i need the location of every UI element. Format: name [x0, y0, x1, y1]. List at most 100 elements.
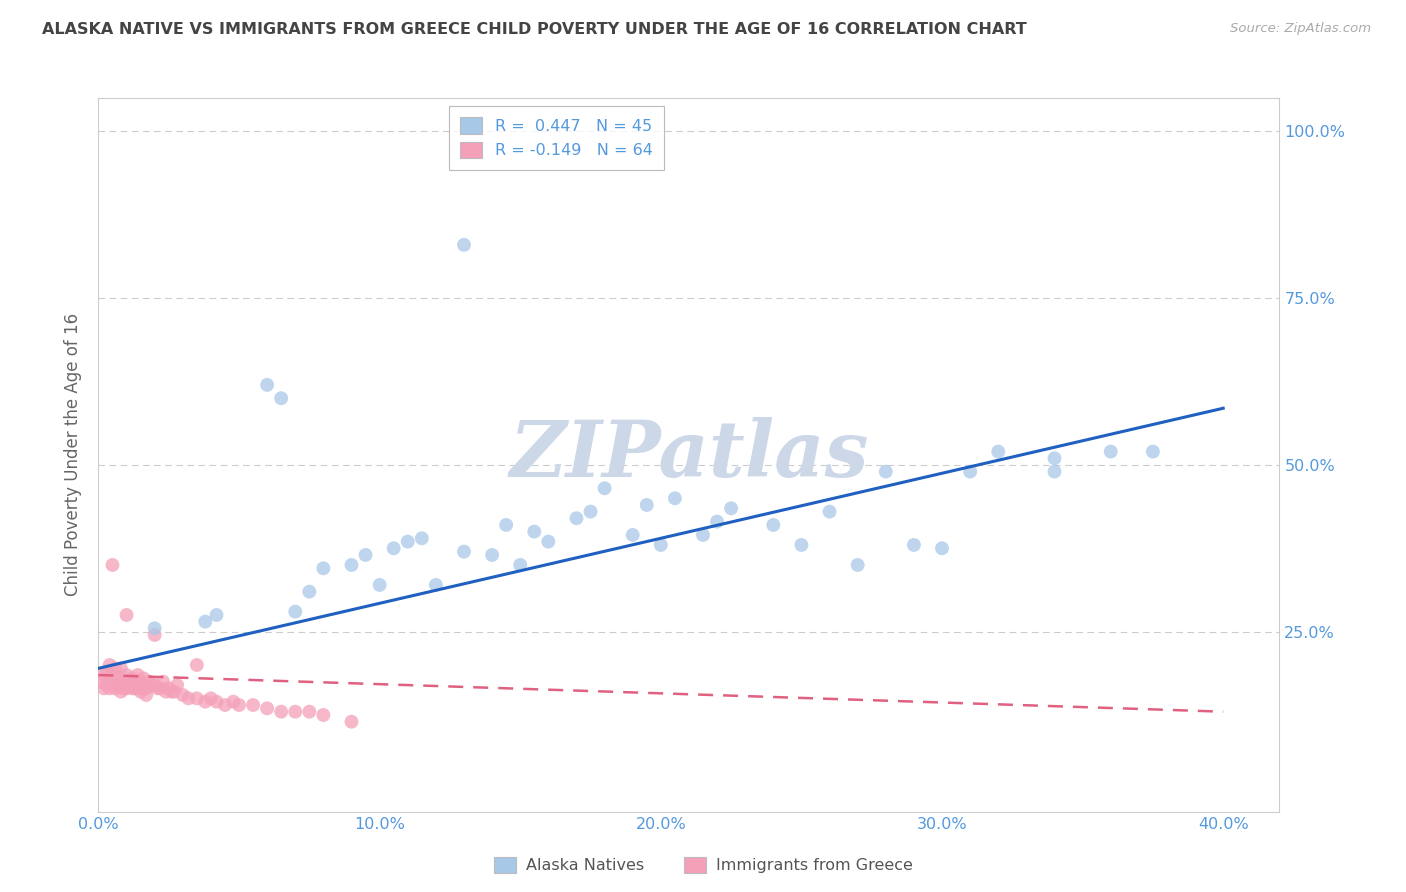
Point	[636, 498, 658, 512]
Point	[495, 518, 517, 533]
Point	[523, 524, 546, 539]
Point	[118, 674, 141, 689]
Point	[163, 684, 186, 698]
Point	[124, 674, 146, 689]
Point	[135, 688, 157, 702]
Point	[256, 377, 278, 392]
Point	[194, 615, 217, 629]
Point	[537, 534, 560, 549]
Point	[112, 674, 135, 689]
Point	[284, 605, 307, 619]
Point	[186, 691, 208, 706]
Point	[112, 681, 135, 696]
Legend: R =  0.447   N = 45, R = -0.149   N = 64: R = 0.447 N = 45, R = -0.149 N = 64	[449, 106, 664, 169]
Point	[720, 501, 742, 516]
Point	[453, 237, 475, 252]
Point	[93, 681, 115, 696]
Point	[762, 518, 785, 533]
Point	[186, 658, 208, 673]
Point	[382, 541, 405, 556]
Point	[93, 668, 115, 682]
Point	[115, 681, 138, 696]
Point	[157, 681, 180, 696]
Point	[706, 515, 728, 529]
Point	[903, 538, 925, 552]
Point	[270, 391, 292, 405]
Point	[149, 681, 172, 696]
Point	[101, 674, 124, 689]
Point	[298, 584, 321, 599]
Point	[846, 558, 869, 572]
Point	[101, 668, 124, 682]
Point	[875, 465, 897, 479]
Point	[214, 698, 236, 712]
Point	[425, 578, 447, 592]
Point	[104, 661, 127, 675]
Point	[1142, 444, 1164, 458]
Point	[146, 681, 169, 696]
Point	[101, 558, 124, 572]
Point	[96, 665, 118, 679]
Point	[141, 678, 163, 692]
Point	[411, 531, 433, 545]
Point	[155, 684, 177, 698]
Point	[509, 558, 531, 572]
Point	[340, 558, 363, 572]
Point	[90, 674, 112, 689]
Point	[242, 698, 264, 712]
Point	[127, 668, 149, 682]
Point	[1099, 444, 1122, 458]
Text: ZIPatlas: ZIPatlas	[509, 417, 869, 493]
Point	[481, 548, 503, 562]
Point	[135, 681, 157, 696]
Point	[121, 681, 143, 696]
Point	[298, 705, 321, 719]
Point	[650, 538, 672, 552]
Point	[129, 674, 152, 689]
Point	[931, 541, 953, 556]
Point	[312, 708, 335, 723]
Point	[270, 705, 292, 719]
Point	[256, 701, 278, 715]
Point	[1043, 465, 1066, 479]
Point	[177, 691, 200, 706]
Point	[200, 691, 222, 706]
Point	[143, 678, 166, 692]
Point	[194, 695, 217, 709]
Legend: Alaska Natives, Immigrants from Greece: Alaska Natives, Immigrants from Greece	[488, 850, 918, 880]
Y-axis label: Child Poverty Under the Age of 16: Child Poverty Under the Age of 16	[65, 313, 83, 597]
Point	[1043, 451, 1066, 466]
Point	[115, 607, 138, 622]
Point	[664, 491, 686, 506]
Point	[284, 705, 307, 719]
Point	[127, 681, 149, 696]
Point	[143, 621, 166, 635]
Point	[132, 671, 155, 685]
Text: ALASKA NATIVE VS IMMIGRANTS FROM GREECE CHILD POVERTY UNDER THE AGE OF 16 CORREL: ALASKA NATIVE VS IMMIGRANTS FROM GREECE …	[42, 22, 1026, 37]
Point	[453, 544, 475, 558]
Point	[160, 684, 183, 698]
Point	[790, 538, 813, 552]
Point	[107, 671, 129, 685]
Point	[107, 678, 129, 692]
Point	[121, 671, 143, 685]
Point	[205, 695, 228, 709]
Point	[98, 658, 121, 673]
Text: Source: ZipAtlas.com: Source: ZipAtlas.com	[1230, 22, 1371, 36]
Point	[166, 678, 188, 692]
Point	[143, 628, 166, 642]
Point	[222, 695, 245, 709]
Point	[98, 681, 121, 696]
Point	[340, 714, 363, 729]
Point	[354, 548, 377, 562]
Point	[205, 607, 228, 622]
Point	[368, 578, 391, 592]
Point	[987, 444, 1010, 458]
Point	[228, 698, 250, 712]
Point	[129, 684, 152, 698]
Point	[593, 481, 616, 495]
Point	[138, 674, 160, 689]
Point	[104, 681, 127, 696]
Point	[396, 534, 419, 549]
Point	[818, 505, 841, 519]
